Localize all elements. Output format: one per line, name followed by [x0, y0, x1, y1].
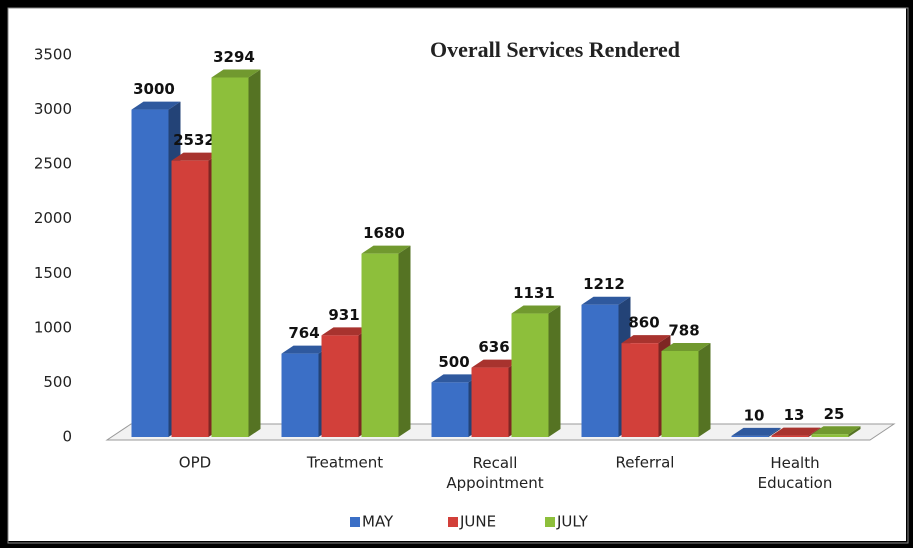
- y-tick-label: 2000: [34, 209, 72, 227]
- value-label: 1680: [363, 224, 405, 242]
- bar: [811, 434, 849, 437]
- bar-top: [471, 359, 521, 368]
- legend-label: JUNE: [459, 513, 496, 531]
- legend-label: MAY: [362, 513, 394, 531]
- value-label: 13: [784, 406, 805, 424]
- value-label: 1131: [513, 284, 555, 302]
- bar: [581, 304, 619, 437]
- chart-title: Overall Services Rendered: [430, 37, 680, 62]
- x-tick-label: OPD: [179, 454, 211, 472]
- y-tick-label: 1500: [34, 264, 72, 282]
- inner-frame: [7, 7, 909, 544]
- bar-top: [321, 327, 371, 336]
- value-label: 3294: [213, 48, 255, 66]
- y-tick-label: 3000: [34, 100, 72, 118]
- bar-side: [768, 427, 781, 437]
- value-label: 764: [288, 324, 319, 342]
- bar-top: [361, 245, 411, 254]
- bar: [281, 353, 319, 437]
- y-tick-label: 2500: [34, 155, 72, 173]
- value-label: 636: [478, 338, 509, 356]
- value-label: 25: [824, 405, 845, 423]
- bar-top: [211, 69, 261, 78]
- bar: [771, 435, 809, 437]
- x-tick-label: Referral: [616, 454, 675, 472]
- bar: [621, 343, 659, 437]
- bar-top: [131, 101, 181, 110]
- bar: [361, 253, 399, 437]
- x-tick-label: Health Education: [758, 454, 833, 492]
- bar: [731, 435, 769, 437]
- bar-side: [548, 305, 561, 437]
- value-label: 931: [328, 306, 359, 324]
- legend-swatch: [545, 517, 555, 527]
- bar-top: [581, 296, 631, 305]
- value-label: 860: [628, 314, 659, 332]
- bar-top: [511, 305, 561, 314]
- legend-swatch: [350, 517, 360, 527]
- bar-top: [811, 426, 861, 435]
- bar-side: [848, 426, 861, 437]
- x-tick-label: Recall Appointment: [446, 454, 543, 492]
- bar: [321, 335, 359, 437]
- bar: [211, 77, 249, 437]
- value-label: 3000: [133, 80, 175, 98]
- bar-side: [248, 69, 261, 437]
- legend-swatch: [448, 517, 458, 527]
- y-tick-label: 3500: [34, 46, 72, 64]
- y-tick-label: 1000: [34, 318, 72, 336]
- bar-top: [171, 152, 221, 161]
- value-label: 2532: [173, 131, 215, 149]
- bar-side: [698, 342, 711, 437]
- legend-label: JULY: [556, 513, 589, 531]
- bar: [511, 313, 549, 437]
- value-label: 10: [744, 406, 765, 424]
- value-label: 788: [668, 321, 699, 339]
- bar-top: [661, 342, 711, 351]
- y-tick-label: 500: [43, 373, 72, 391]
- bar-top: [731, 427, 781, 436]
- bar: [471, 367, 509, 437]
- bar: [171, 160, 209, 438]
- bar: [131, 109, 169, 438]
- bar-side: [398, 245, 411, 437]
- value-label: 500: [438, 353, 469, 371]
- bar-top: [431, 374, 481, 383]
- bar: [431, 382, 469, 437]
- x-tick-label: Treatment: [306, 454, 383, 472]
- bar-top: [771, 427, 821, 436]
- value-label: 1212: [583, 275, 625, 293]
- bar: [661, 350, 699, 437]
- bar-top: [621, 335, 671, 344]
- bar-top: [281, 345, 331, 354]
- y-tick-label: 0: [62, 428, 72, 446]
